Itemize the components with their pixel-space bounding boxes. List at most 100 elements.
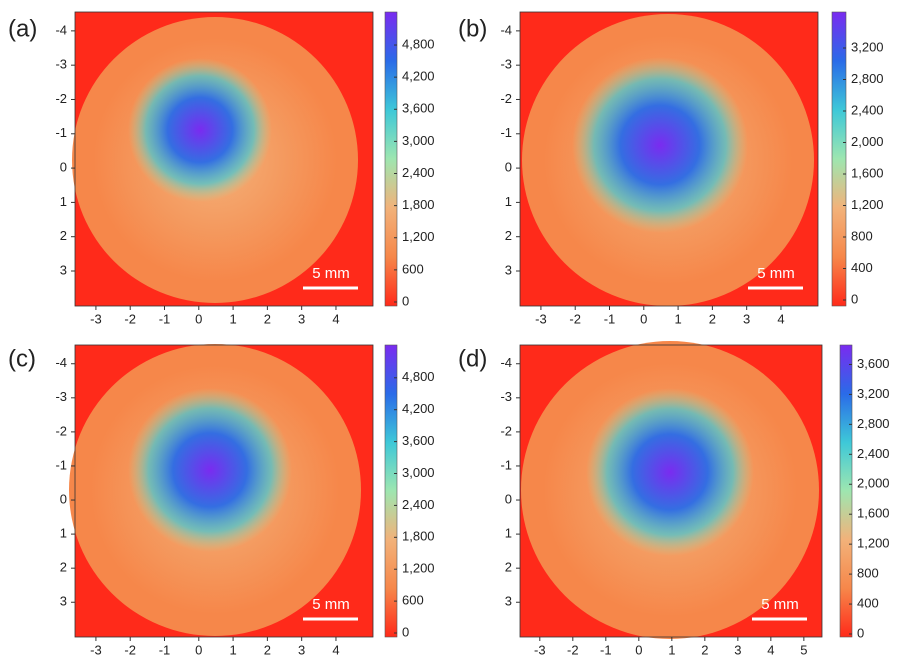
x-tick-label: 2 xyxy=(701,642,708,655)
y-tick-label: -3 xyxy=(500,389,512,404)
colorbar-tick-label: 2,400 xyxy=(857,446,890,461)
y-tick-label: -1 xyxy=(55,125,67,140)
x-tick-label: 1 xyxy=(668,642,675,655)
x-tick-label: 0 xyxy=(640,311,647,326)
x-tick-label: 2 xyxy=(264,642,271,655)
panel: (d) -3 -2 -1 0 1 2 3 4 5 -4 -3 -2 -1 0 1 2 3 5 mm 0 400 800 1,… xyxy=(458,341,890,657)
y-tick-label: 1 xyxy=(60,194,67,209)
x-tick-label: -1 xyxy=(159,311,171,326)
colorbar-tick-label: 1,600 xyxy=(857,506,890,521)
y-tick-label: 0 xyxy=(60,491,67,506)
colorbar-tick-label: 2,400 xyxy=(402,497,435,512)
colorbar-tick-label: 2,800 xyxy=(857,416,890,431)
panel: (a) -3 -2 -1 0 1 2 3 4 -4 -3 -2 -1 0 1 2 3 5 mm 0 600 1,200 1… xyxy=(8,11,435,326)
x-tick-label: 1 xyxy=(674,311,681,326)
panel-label: (b) xyxy=(458,15,487,42)
colorbar-tick-label: 400 xyxy=(857,595,879,610)
x-tick-label: 0 xyxy=(195,642,202,655)
y-tick-label: 3 xyxy=(505,594,512,609)
x-tick-label: -1 xyxy=(159,642,171,655)
colorbar-tick-label: 1,200 xyxy=(851,197,884,212)
x-tick-label: 2 xyxy=(264,311,271,326)
colorbar-tick-label: 3,000 xyxy=(402,465,435,480)
x-tick-label: 4 xyxy=(332,642,339,655)
panel: (c) -3 -2 -1 0 1 2 3 4 -4 -3 -2 -1 0 1 2 3 5 mm 0 600 1,200 1… xyxy=(8,344,435,657)
colorbar-tick-label: 4,200 xyxy=(402,401,435,416)
y-tick-label: 1 xyxy=(505,194,512,209)
colorbar-tick-label: 600 xyxy=(402,593,424,608)
plot-frame xyxy=(74,344,374,638)
y-tick-label: 0 xyxy=(505,491,512,506)
colorbar-tick-label: 800 xyxy=(851,228,873,243)
x-tick-label: -1 xyxy=(600,642,612,655)
colorbar-tick-label: 1,200 xyxy=(402,229,435,244)
colorbar-tick-label: 4,800 xyxy=(402,36,435,51)
colorbar-tick-label: 800 xyxy=(857,566,879,581)
x-tick-label: -2 xyxy=(124,311,136,326)
y-tick-label: -2 xyxy=(55,423,67,438)
y-tick-label: -1 xyxy=(500,457,512,472)
colorbar-tick-label: 1,200 xyxy=(857,536,890,551)
colorbar-tick-label: 2,400 xyxy=(851,102,884,117)
x-tick-label: -1 xyxy=(604,311,616,326)
y-tick-label: 3 xyxy=(60,262,67,277)
y-tick-label: -2 xyxy=(500,423,512,438)
colorbar-tick-label: 3,000 xyxy=(402,133,435,148)
colorbar-tick-label: 3,200 xyxy=(851,39,884,54)
colorbar xyxy=(839,344,853,638)
panel-label: (d) xyxy=(458,345,487,372)
y-tick-label: -3 xyxy=(55,57,67,72)
plot-frame xyxy=(519,11,819,307)
scale-bar-label: 5 mm xyxy=(312,596,350,613)
colorbar-tick-label: 4,200 xyxy=(402,69,435,84)
colorbar-tick-label: 0 xyxy=(851,291,858,306)
y-tick-label: -3 xyxy=(55,389,67,404)
x-tick-label: 1 xyxy=(229,311,236,326)
colorbar-tick-label: 1,800 xyxy=(402,197,435,212)
x-tick-label: 3 xyxy=(298,311,305,326)
panel-label: (a) xyxy=(8,15,37,42)
x-tick-label: 0 xyxy=(635,642,642,655)
y-tick-label: -1 xyxy=(55,457,67,472)
y-tick-label: -4 xyxy=(500,355,512,370)
colorbar xyxy=(384,344,398,638)
x-tick-label: 4 xyxy=(777,311,784,326)
colorbar-tick-label: 4,800 xyxy=(402,369,435,384)
x-tick-label: -2 xyxy=(567,642,579,655)
colorbar-tick-label: 3,600 xyxy=(402,101,435,116)
x-tick-label: -3 xyxy=(534,642,546,655)
x-tick-label: -2 xyxy=(124,642,136,655)
y-tick-label: -2 xyxy=(55,91,67,106)
intensity-core xyxy=(128,388,292,552)
y-tick-label: 3 xyxy=(505,262,512,277)
y-tick-label: -4 xyxy=(500,22,512,37)
y-tick-label: -4 xyxy=(55,22,67,37)
y-tick-label: -1 xyxy=(500,125,512,140)
y-tick-label: 0 xyxy=(60,160,67,175)
y-tick-label: 0 xyxy=(505,160,512,175)
colorbar-tick-label: 2,000 xyxy=(857,476,890,491)
y-tick-label: 1 xyxy=(505,526,512,541)
scale-bar-label: 5 mm xyxy=(312,265,350,282)
colorbar-tick-label: 2,000 xyxy=(851,134,884,149)
x-tick-label: 3 xyxy=(734,642,741,655)
colorbar-tick-label: 600 xyxy=(402,261,424,276)
x-tick-label: 2 xyxy=(709,311,716,326)
y-tick-label: -4 xyxy=(55,355,67,370)
x-tick-label: -3 xyxy=(90,311,102,326)
x-tick-label: 1 xyxy=(229,642,236,655)
colorbar-tick-label: 2,800 xyxy=(851,71,884,86)
y-tick-label: 2 xyxy=(60,228,67,243)
intensity-core xyxy=(572,57,748,233)
y-tick-label: 2 xyxy=(505,560,512,575)
colorbar-tick-label: 0 xyxy=(402,293,409,308)
colorbar-tick-label: 3,200 xyxy=(857,386,890,401)
colorbar xyxy=(831,11,847,307)
colorbar-tick-label: 1,200 xyxy=(402,561,435,576)
x-tick-label: -3 xyxy=(535,311,547,326)
x-tick-label: 4 xyxy=(767,642,774,655)
x-tick-label: -2 xyxy=(569,311,581,326)
colorbar-tick-label: 0 xyxy=(857,625,864,640)
colorbar-tick-label: 400 xyxy=(851,260,873,275)
